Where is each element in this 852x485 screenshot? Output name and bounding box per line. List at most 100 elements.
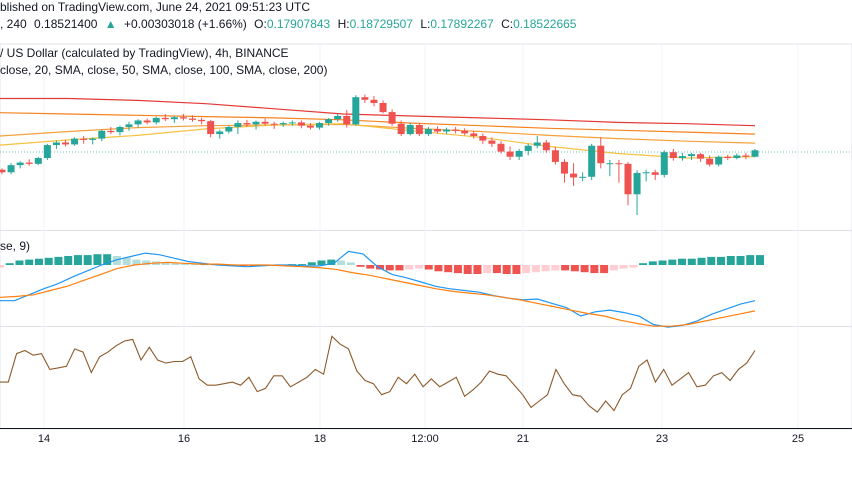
candle [461,128,469,136]
candle [161,114,169,122]
macd-histogram-bar [463,265,472,274]
candle [597,137,605,169]
candle [488,137,496,148]
macd-histogram-bar [541,265,550,272]
candle [406,123,414,136]
macd-histogram-bar [5,263,14,265]
candle-body [306,125,314,128]
candle [497,141,505,154]
candle-body [52,142,60,146]
candle-body [216,131,224,135]
candle [306,123,314,130]
candle-body [479,136,487,141]
candle-body [25,162,33,164]
macd-histogram-bar [600,265,609,274]
candle [669,148,677,161]
macd-histogram-bar [483,265,492,274]
macd-histogram-bar [590,265,599,274]
candle-body [560,161,568,174]
macd-histogram-bar [746,255,755,265]
candle [542,139,550,153]
candle [288,120,296,126]
candle [624,161,632,206]
published-text: blished on TradingView.com, June 24, 202… [0,0,310,14]
candle [62,139,70,147]
candle-body [615,163,623,165]
candle [397,120,405,137]
macd-histogram-bar [25,259,34,265]
candle [651,169,659,181]
candle [352,95,360,126]
candle [34,156,42,166]
candle [125,121,133,131]
candle [452,126,460,134]
macd-histogram-bar [112,256,121,265]
candle [733,153,741,160]
x-tick-label: 18 [313,433,327,445]
sma50-line [0,123,756,144]
candle-body [170,117,178,120]
candle [515,148,523,160]
candle-body [143,120,151,123]
sma-legend[interactable]: close, 20, SMA, close, 50, SMA, close, 1… [0,63,328,77]
macd-histogram-bar [678,258,687,265]
candle-body [715,156,723,165]
macd-histogram-bar [337,260,346,265]
candle [715,155,723,167]
macd-line [0,250,756,328]
candle-body [433,128,441,132]
macd-histogram-bar [171,263,180,265]
macd-histogram-bar [73,255,82,265]
candle-body [742,155,750,157]
macd-legend[interactable]: se, 9) [0,239,31,253]
candle-body [443,129,451,132]
candle [189,115,197,122]
candle-body [207,121,215,135]
macd-histogram-bar [346,262,355,265]
macd-histogram-bar [298,264,307,266]
candle-body [198,119,206,122]
macd-histogram [0,254,764,274]
candle [742,152,750,160]
candle-body [125,124,133,127]
candle-body [452,129,460,131]
candle-body [370,99,378,104]
candle [678,152,686,161]
macd-histogram-bar [366,265,375,269]
candle [89,137,97,145]
symbol-title[interactable]: / US Dollar (calculated by TradingView),… [0,46,289,60]
candle [751,148,759,158]
candle [724,154,732,160]
candle [16,161,24,169]
macd-histogram-bar [132,259,141,265]
macd-histogram-bar [93,254,102,265]
candle [243,119,251,127]
macd-lines [0,250,756,328]
candle [361,94,369,104]
candle-body [334,115,342,120]
candle-body [43,145,51,159]
candle-body [16,162,24,166]
candle-body [660,152,668,175]
candle-body [0,169,6,173]
ohlc-close: C:0.18522665 [501,17,577,31]
candle [116,125,124,136]
candle-body [406,125,414,135]
candle-body [678,156,686,159]
macd-histogram-bar [307,262,316,265]
macd-histogram-bar [707,256,716,265]
candle-body [179,117,187,119]
candle [560,159,568,183]
candle [143,118,151,125]
macd-histogram-bar [619,265,628,269]
macd-histogram-bar [424,265,433,270]
candle [551,147,559,165]
macd-histogram-bar [0,265,4,268]
candle-body [669,152,677,159]
candle-body [570,173,578,178]
candle [343,110,351,128]
macd-histogram-bar [570,265,579,272]
candle-body [633,172,641,195]
macd-histogram-bar [512,265,521,274]
